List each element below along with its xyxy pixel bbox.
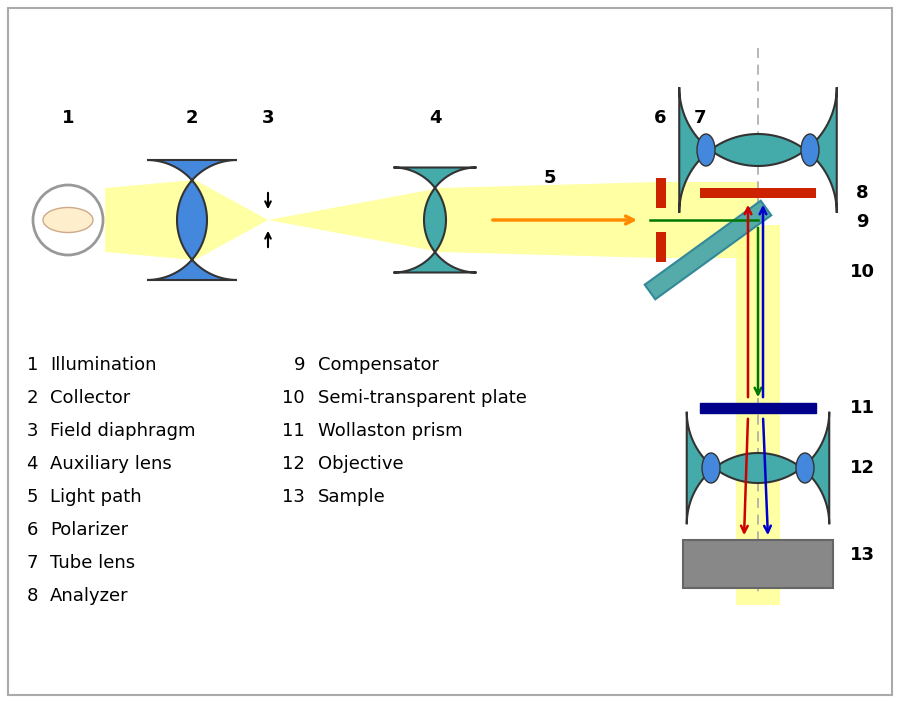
Polygon shape [658,182,758,258]
Ellipse shape [697,134,715,166]
Ellipse shape [43,207,93,233]
Text: 5: 5 [26,488,38,506]
Polygon shape [268,182,658,258]
Text: 2: 2 [185,109,198,127]
Text: 13: 13 [282,488,305,506]
Text: Wollaston prism: Wollaston prism [318,422,463,440]
Text: 6: 6 [27,521,38,539]
Text: Collector: Collector [50,389,130,407]
Polygon shape [687,412,829,524]
Text: 2: 2 [26,389,38,407]
Text: 4: 4 [26,455,38,473]
Text: Light path: Light path [50,488,141,506]
Bar [656,178,666,208]
Ellipse shape [796,453,814,483]
Text: Compensator: Compensator [318,356,439,374]
Text: Polarizer: Polarizer [50,521,128,539]
Text: 7: 7 [26,554,38,572]
Polygon shape [393,167,476,273]
Text: Illumination: Illumination [50,356,157,374]
Text: 3: 3 [262,109,274,127]
Text: 10: 10 [850,263,875,281]
Polygon shape [680,87,837,213]
Text: 10: 10 [283,389,305,407]
Text: 1: 1 [62,109,74,127]
Text: 7: 7 [694,109,706,127]
Ellipse shape [702,453,720,483]
Bar [700,403,816,413]
Text: 5: 5 [544,169,556,187]
Ellipse shape [801,134,819,166]
Text: 12: 12 [850,459,875,477]
Text: Sample: Sample [318,488,386,506]
Text: 11: 11 [283,422,305,440]
Text: 11: 11 [850,399,875,417]
Bar [656,232,666,262]
Bar [736,225,780,605]
Text: 9: 9 [856,213,868,231]
Text: Semi-transparent plate: Semi-transparent plate [318,389,526,407]
Text: Field diaphragm: Field diaphragm [50,422,195,440]
Text: 4: 4 [428,109,441,127]
Bar [700,188,816,198]
Polygon shape [105,180,268,260]
Text: 1: 1 [27,356,38,374]
Text: 13: 13 [850,546,875,564]
Text: 6: 6 [653,109,666,127]
Polygon shape [644,201,771,299]
Text: Analyzer: Analyzer [50,587,129,605]
Text: 9: 9 [293,356,305,374]
Text: Tube lens: Tube lens [50,554,135,572]
Text: 12: 12 [282,455,305,473]
Bar [683,540,833,588]
Text: Auxiliary lens: Auxiliary lens [50,455,172,473]
Text: 8: 8 [856,184,868,202]
Text: Objective: Objective [318,455,403,473]
Text: 8: 8 [27,587,38,605]
Text: 3: 3 [26,422,38,440]
Polygon shape [147,160,237,280]
